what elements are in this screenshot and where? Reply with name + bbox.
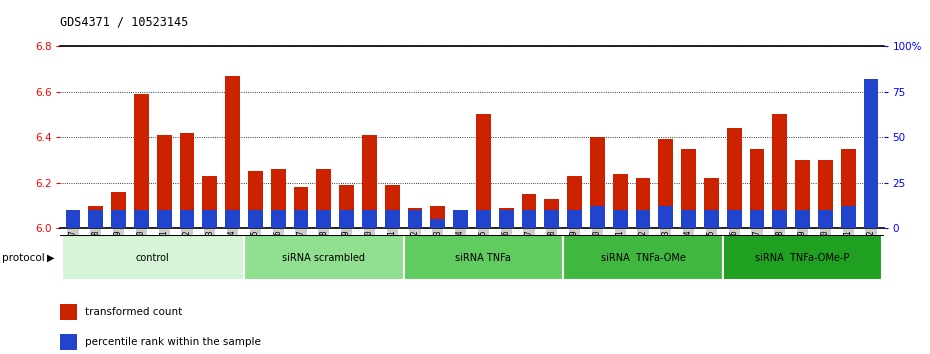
Bar	[385, 210, 400, 228]
Bar	[362, 210, 377, 228]
Bar	[726, 128, 741, 228]
Bar	[750, 210, 764, 228]
Text: percentile rank within the sample: percentile rank within the sample	[85, 337, 260, 347]
Bar	[294, 187, 309, 228]
Bar	[404, 235, 564, 280]
Bar	[818, 210, 832, 228]
Bar	[476, 210, 491, 228]
Bar	[244, 235, 404, 280]
Bar	[658, 206, 673, 228]
Bar	[248, 210, 263, 228]
Bar	[431, 219, 445, 228]
Bar	[795, 160, 810, 228]
Bar	[339, 210, 354, 228]
Bar	[772, 114, 787, 228]
Bar	[134, 94, 149, 228]
Bar	[726, 210, 741, 228]
Bar	[772, 210, 787, 228]
Bar	[864, 85, 878, 228]
Bar	[613, 173, 628, 228]
Bar	[157, 210, 172, 228]
Bar	[564, 235, 723, 280]
Bar	[88, 206, 103, 228]
Bar	[818, 160, 832, 228]
Text: siRNA  TNFa-OMe: siRNA TNFa-OMe	[601, 252, 685, 263]
Text: control: control	[136, 252, 169, 263]
Bar	[316, 210, 331, 228]
Bar	[316, 169, 331, 228]
Bar	[203, 210, 218, 228]
Bar	[704, 210, 719, 228]
Bar	[590, 206, 604, 228]
Bar	[658, 139, 673, 228]
Bar	[66, 210, 80, 228]
Text: GDS4371 / 10523145: GDS4371 / 10523145	[60, 16, 189, 29]
Bar	[134, 210, 149, 228]
Bar	[453, 217, 468, 228]
Bar	[271, 210, 286, 228]
Text: siRNA TNFa: siRNA TNFa	[456, 252, 512, 263]
Text: siRNA  TNFa-OMe-P: siRNA TNFa-OMe-P	[755, 252, 850, 263]
Bar	[88, 210, 103, 228]
Bar	[407, 208, 422, 228]
Bar	[271, 169, 286, 228]
Bar	[750, 149, 764, 228]
Bar	[795, 210, 810, 228]
Bar	[179, 133, 194, 228]
Bar	[704, 178, 719, 228]
Bar	[681, 210, 696, 228]
Bar	[498, 208, 513, 228]
Text: transformed count: transformed count	[85, 307, 182, 317]
Bar	[339, 185, 354, 228]
Bar	[567, 176, 582, 228]
Bar	[567, 210, 582, 228]
Bar	[61, 235, 244, 280]
Bar	[613, 210, 628, 228]
Bar	[476, 114, 491, 228]
Bar	[112, 210, 126, 228]
Bar	[385, 185, 400, 228]
Bar	[225, 76, 240, 228]
Bar	[864, 79, 878, 228]
Bar	[407, 210, 422, 228]
Bar	[522, 210, 537, 228]
Bar	[431, 206, 445, 228]
Bar	[522, 194, 537, 228]
Bar	[681, 149, 696, 228]
Bar	[841, 206, 856, 228]
Bar	[635, 178, 650, 228]
Bar	[841, 149, 856, 228]
Bar	[294, 210, 309, 228]
Bar	[635, 210, 650, 228]
Text: protocol: protocol	[2, 252, 45, 263]
Bar	[157, 135, 172, 228]
Text: ▶: ▶	[47, 252, 55, 263]
Text: siRNA scrambled: siRNA scrambled	[283, 252, 365, 263]
Bar	[362, 135, 377, 228]
Bar	[590, 137, 604, 228]
Bar	[66, 210, 80, 228]
Bar	[179, 210, 194, 228]
Bar	[112, 192, 126, 228]
Bar	[498, 210, 513, 228]
Bar	[225, 210, 240, 228]
Bar	[203, 176, 218, 228]
Bar	[248, 171, 263, 228]
Bar	[723, 235, 883, 280]
Bar	[453, 210, 468, 228]
Bar	[544, 210, 559, 228]
Bar	[544, 199, 559, 228]
